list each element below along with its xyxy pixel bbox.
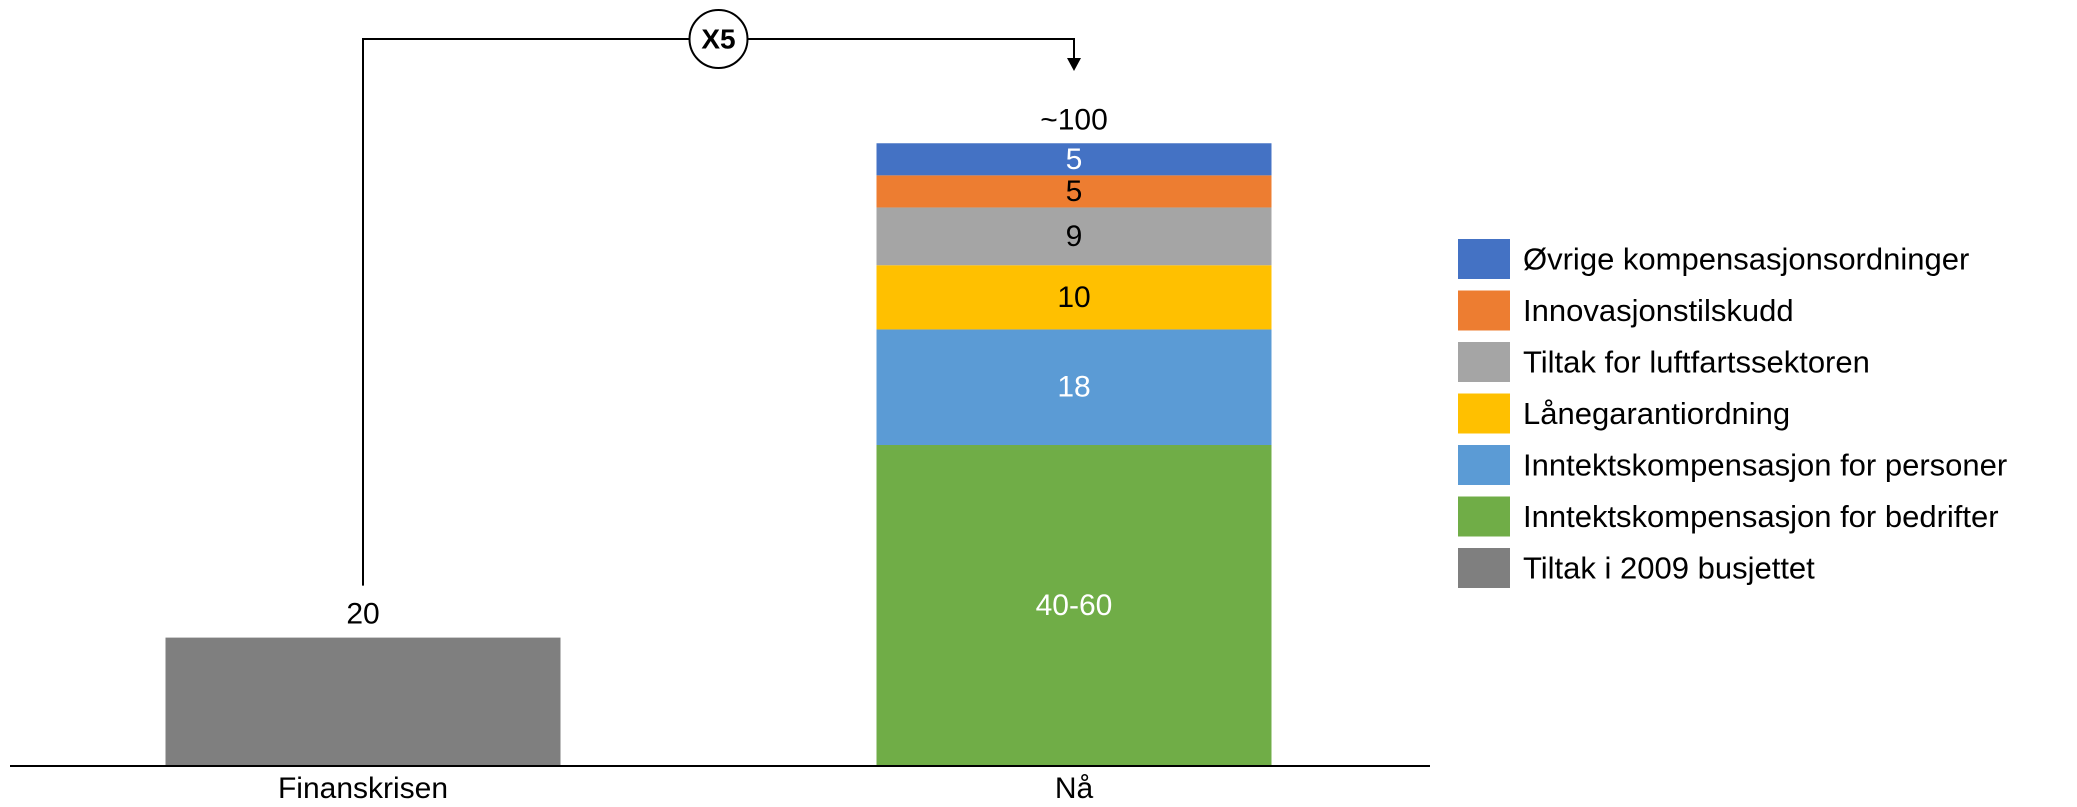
legend-label: Tiltak i 2009 busjettet <box>1523 551 1815 586</box>
bar-segment <box>165 637 561 766</box>
segment-labels-group: 40-60 18 10 9 55 <box>1036 143 1113 622</box>
bar-segment <box>876 143 1272 176</box>
bar-total-label: ~100 <box>1040 103 1108 136</box>
segment-value-label: 9 <box>1066 220 1083 253</box>
bar-segment <box>876 265 1272 330</box>
bar-segment <box>876 207 1272 266</box>
legend: Øvrige kompensasjonsordninger Innovasjons… <box>1458 239 2007 588</box>
segment-value-label: 40-60 <box>1036 589 1113 622</box>
multiplier-annotation: X5 <box>362 9 1081 586</box>
segment-value-label: 18 <box>1057 371 1090 404</box>
x-tick-label: Nå <box>1055 772 1094 805</box>
bar-total-label: 20 <box>346 598 379 631</box>
x-tick-label: Finanskrisen <box>278 772 448 805</box>
bar-segment <box>876 445 1272 766</box>
legend-swatch <box>1458 290 1510 331</box>
legend-label: Inntektskompensasjon for personer <box>1523 448 2007 483</box>
annotation-label: X5 <box>701 24 735 55</box>
legend-swatch <box>1458 496 1510 537</box>
legend-swatch <box>1458 342 1510 382</box>
x-tick-labels-group: Finanskrisen Nå <box>278 772 1094 805</box>
annotation-circle <box>688 9 749 69</box>
legend-label: Tiltak for luftfartssektoren <box>1523 345 1870 380</box>
legend-swatch <box>1458 445 1510 485</box>
legend-swatch <box>1458 548 1510 588</box>
bar-segment <box>876 329 1272 445</box>
legend-label: Lånegarantiordning <box>1523 396 1790 431</box>
bar-segment <box>876 175 1272 208</box>
legend-label: Innovasjonstilskudd <box>1523 293 1794 328</box>
arrowhead-icon <box>1067 58 1081 71</box>
legend-label: Øvrige kompensasjonsordninger <box>1523 242 1969 277</box>
segment-value-label: 5 <box>1066 143 1083 176</box>
legend-swatch <box>1458 239 1510 279</box>
segment-value-label: 10 <box>1057 281 1090 314</box>
segment-value-label: 5 <box>1066 175 1083 208</box>
total-labels-group: 20 ~100 <box>346 103 1107 630</box>
legend-swatch <box>1458 393 1510 434</box>
legend-label: Inntektskompensasjon for bedrifter <box>1523 499 1999 534</box>
bars-group <box>165 143 1272 766</box>
